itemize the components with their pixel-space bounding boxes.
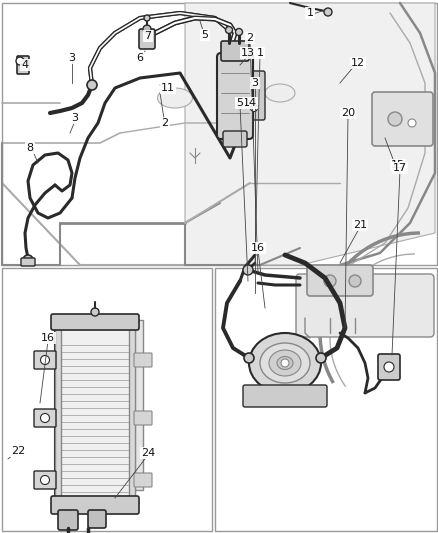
- Text: 21: 21: [352, 220, 366, 230]
- Circle shape: [23, 255, 33, 265]
- Text: 3: 3: [251, 78, 258, 88]
- Circle shape: [280, 359, 288, 367]
- Circle shape: [87, 80, 97, 90]
- Circle shape: [315, 353, 325, 363]
- Bar: [55, 328, 135, 498]
- Text: 3: 3: [68, 53, 75, 63]
- Text: 16: 16: [251, 243, 265, 253]
- FancyBboxPatch shape: [223, 131, 247, 147]
- Text: 20: 20: [340, 108, 354, 118]
- FancyBboxPatch shape: [139, 29, 155, 49]
- FancyBboxPatch shape: [220, 41, 248, 61]
- Circle shape: [387, 112, 401, 126]
- Bar: [2, 268, 212, 531]
- Circle shape: [91, 308, 99, 316]
- FancyBboxPatch shape: [243, 385, 326, 407]
- FancyBboxPatch shape: [295, 274, 433, 337]
- Text: 11: 11: [161, 83, 175, 93]
- Circle shape: [235, 28, 242, 36]
- FancyBboxPatch shape: [34, 409, 56, 427]
- Text: 15: 15: [390, 160, 404, 170]
- FancyBboxPatch shape: [371, 92, 432, 146]
- FancyBboxPatch shape: [51, 314, 139, 330]
- Circle shape: [225, 27, 232, 34]
- Ellipse shape: [259, 343, 309, 383]
- Text: 1: 1: [256, 48, 263, 58]
- FancyBboxPatch shape: [17, 56, 29, 74]
- FancyBboxPatch shape: [134, 353, 152, 367]
- Circle shape: [143, 25, 151, 33]
- Ellipse shape: [276, 357, 292, 369]
- FancyBboxPatch shape: [58, 510, 78, 530]
- Text: 5: 5: [236, 98, 243, 108]
- Text: 3: 3: [71, 113, 78, 123]
- Text: 4: 4: [21, 60, 28, 70]
- Text: 13: 13: [240, 48, 254, 58]
- FancyBboxPatch shape: [306, 265, 372, 296]
- Polygon shape: [184, 3, 434, 265]
- Circle shape: [16, 57, 24, 65]
- Text: 14: 14: [242, 98, 257, 108]
- Circle shape: [383, 362, 393, 372]
- Text: 1: 1: [306, 8, 313, 18]
- Circle shape: [40, 475, 49, 484]
- Text: 16: 16: [41, 333, 55, 343]
- Bar: [2, 3, 436, 265]
- Ellipse shape: [268, 350, 300, 376]
- Circle shape: [250, 104, 257, 111]
- FancyBboxPatch shape: [51, 496, 139, 514]
- FancyBboxPatch shape: [134, 473, 152, 487]
- Circle shape: [144, 15, 150, 21]
- Ellipse shape: [248, 333, 320, 393]
- Circle shape: [40, 356, 49, 365]
- FancyBboxPatch shape: [247, 71, 265, 120]
- Ellipse shape: [157, 88, 192, 108]
- Circle shape: [323, 8, 331, 16]
- Text: 22: 22: [11, 446, 25, 456]
- FancyBboxPatch shape: [216, 53, 252, 139]
- FancyBboxPatch shape: [134, 411, 152, 425]
- Circle shape: [348, 275, 360, 287]
- Circle shape: [243, 265, 252, 275]
- FancyBboxPatch shape: [34, 351, 56, 369]
- Bar: [63, 320, 143, 490]
- Text: 24: 24: [141, 448, 155, 458]
- FancyBboxPatch shape: [21, 258, 35, 266]
- Text: 17: 17: [392, 163, 406, 173]
- FancyBboxPatch shape: [377, 354, 399, 380]
- Text: 12: 12: [350, 58, 364, 68]
- Text: 2: 2: [161, 118, 168, 128]
- Bar: [55, 328, 61, 498]
- Ellipse shape: [265, 84, 294, 102]
- Circle shape: [407, 119, 415, 127]
- FancyBboxPatch shape: [34, 471, 56, 489]
- Circle shape: [323, 275, 335, 287]
- Circle shape: [244, 353, 254, 363]
- Text: 7: 7: [144, 31, 151, 41]
- Text: 8: 8: [26, 143, 33, 153]
- Bar: [129, 328, 135, 498]
- Circle shape: [40, 414, 49, 423]
- Circle shape: [250, 79, 257, 86]
- FancyBboxPatch shape: [88, 510, 106, 528]
- Bar: [215, 268, 436, 531]
- Text: 6: 6: [136, 53, 143, 63]
- Text: 5: 5: [201, 30, 208, 40]
- Text: 2: 2: [246, 33, 253, 43]
